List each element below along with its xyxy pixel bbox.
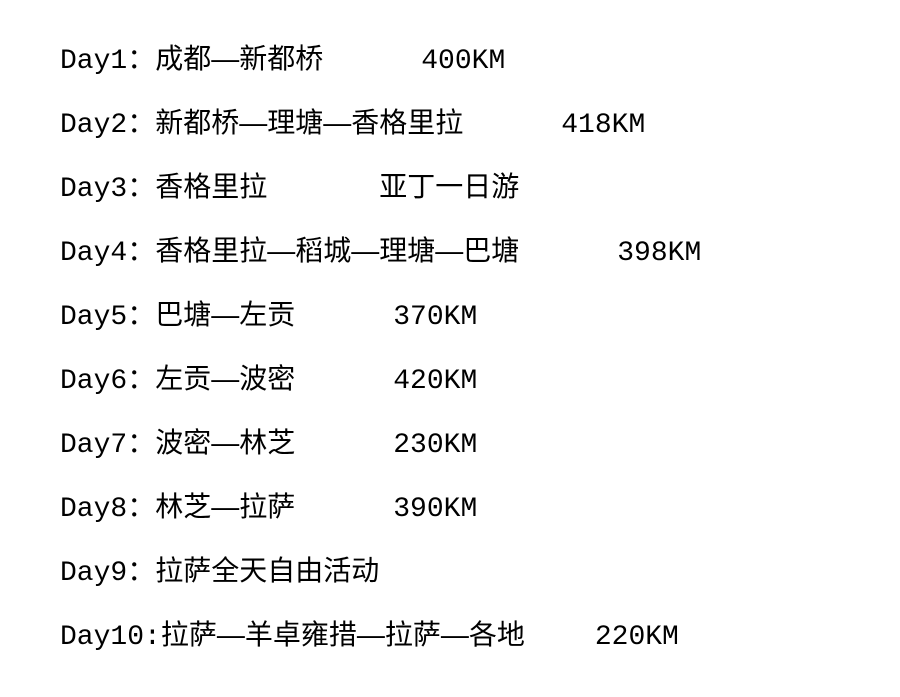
itinerary-row: Day7： 波密—林芝 230KM <box>60 429 840 460</box>
itinerary-row: Day5： 巴塘—左贡 370KM <box>60 301 840 332</box>
route-text: 巴塘—左贡 <box>155 301 295 329</box>
distance-text: 420KM <box>393 368 477 396</box>
day-label: Day2： <box>60 112 155 140</box>
distance-text: 370KM <box>393 304 477 332</box>
route-text: 拉萨—羊卓雍措—拉萨—各地 <box>161 621 525 649</box>
day-label: Day6： <box>60 368 155 396</box>
route-text: 林芝—拉萨 <box>155 493 295 521</box>
itinerary-row: Day4： 香格里拉—稻城—理塘—巴塘 398KM <box>60 237 840 268</box>
distance-text: 400KM <box>421 48 505 76</box>
route-text: 新都桥—理塘—香格里拉 <box>155 109 463 137</box>
itinerary-row: Day3： 香格里拉 亚丁一日游 <box>60 173 840 204</box>
itinerary-list: Day1： 成都—新都桥 400KM Day2： 新都桥—理塘—香格里拉 418… <box>60 45 840 652</box>
day-label: Day8： <box>60 496 155 524</box>
itinerary-row: Day10: 拉萨—羊卓雍措—拉萨—各地 220KM <box>60 621 840 652</box>
route-text: 香格里拉—稻城—理塘—巴塘 <box>155 237 519 265</box>
distance-text: 220KM <box>595 624 679 652</box>
day-label: Day3： <box>60 176 155 204</box>
route-text: 香格里拉 <box>155 173 267 201</box>
day-label: Day7： <box>60 432 155 460</box>
itinerary-row: Day1： 成都—新都桥 400KM <box>60 45 840 76</box>
day-label: Day9： <box>60 560 155 588</box>
day-label: Day5： <box>60 304 155 332</box>
itinerary-row: Day6： 左贡—波密 420KM <box>60 365 840 396</box>
distance-text: 亚丁一日游 <box>379 176 519 204</box>
day-label: Day1： <box>60 48 155 76</box>
distance-text: 390KM <box>393 496 477 524</box>
itinerary-row: Day9： 拉萨全天自由活动 <box>60 557 840 588</box>
route-text: 左贡—波密 <box>155 365 295 393</box>
itinerary-row: Day2： 新都桥—理塘—香格里拉 418KM <box>60 109 840 140</box>
route-text: 波密—林芝 <box>155 429 295 457</box>
distance-text: 418KM <box>561 112 645 140</box>
distance-text: 398KM <box>617 240 701 268</box>
route-text: 拉萨全天自由活动 <box>155 557 379 585</box>
route-text: 成都—新都桥 <box>155 45 323 73</box>
day-label: Day4： <box>60 240 155 268</box>
itinerary-row: Day8： 林芝—拉萨 390KM <box>60 493 840 524</box>
day-label: Day10: <box>60 624 161 652</box>
distance-text: 230KM <box>393 432 477 460</box>
